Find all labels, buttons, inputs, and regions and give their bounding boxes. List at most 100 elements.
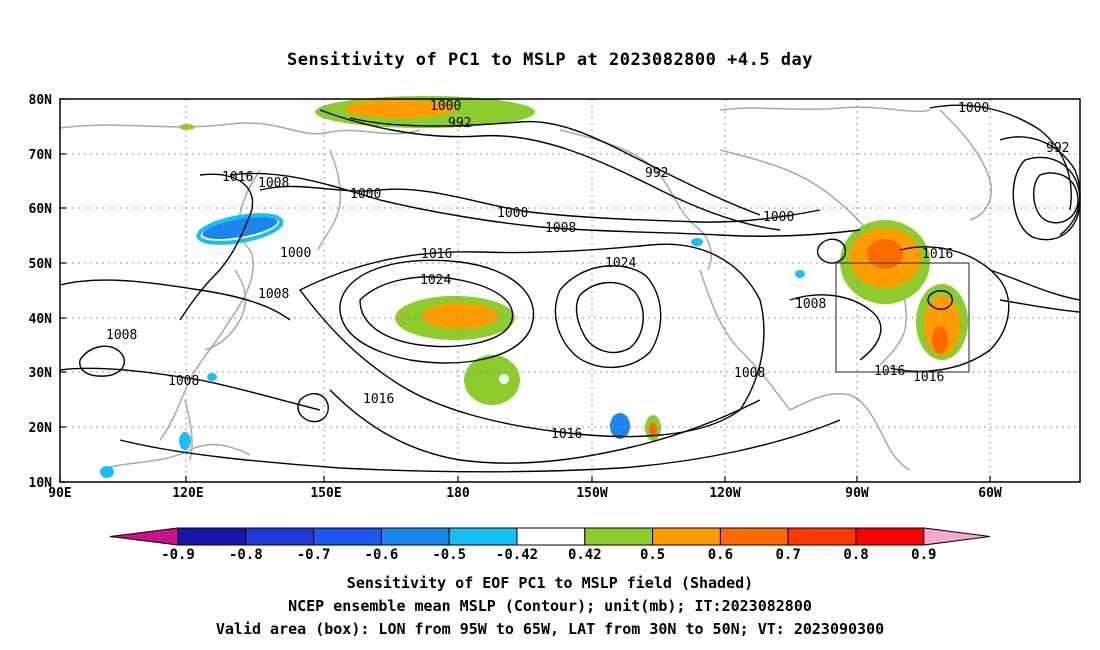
lon-label: 150W — [576, 486, 607, 501]
lat-label: 70N — [29, 148, 53, 163]
colorbar-swatch — [787, 527, 857, 546]
colorbar-swatches — [109, 527, 991, 546]
lat-label: 10N — [29, 476, 53, 491]
contour-1016-atl — [889, 246, 1010, 373]
contour-labels: 1000 992 1016 1008 1000 992 1000 1008 10… — [106, 99, 1069, 442]
contour-label: 1016 — [874, 364, 905, 379]
lon-label: 90E — [48, 486, 71, 501]
colorbar-tick-label: 0.9 — [911, 547, 936, 563]
plot-background — [60, 99, 1080, 482]
coast-siberia — [59, 122, 421, 135]
colorbar-swatch — [245, 527, 315, 546]
contour-label: 1016 — [363, 392, 394, 407]
colorbar-end-low — [109, 527, 179, 546]
shade-cyan-alaska — [691, 238, 703, 246]
shade-green-subtropic — [464, 355, 520, 405]
colorbar-tick-label: 0.5 — [640, 547, 665, 563]
sensitivity-shading — [100, 96, 968, 478]
contour-1024-left — [359, 276, 514, 348]
contour-1016-main — [298, 243, 765, 438]
contour-label: 1016 — [922, 247, 953, 262]
contour-1008-atl — [789, 294, 882, 361]
lat-label: 60N — [29, 202, 53, 217]
contour-label: 1000 — [350, 187, 381, 202]
contour-1016-south — [329, 389, 761, 464]
colorbar-ticks: -0.9 -0.8 -0.7 -0.6 -0.5 -0.42 0.42 0.5 0.6 0.7 0.… — [161, 547, 936, 563]
colorbar-tick-label: -0.7 — [297, 547, 331, 563]
lon-label: 150E — [310, 486, 341, 501]
colorbar: -0.9 -0.8 -0.7 -0.6 -0.5 -0.42 0.42 0.5 0.6 0.7 0.… — [109, 527, 991, 563]
contour-label: 1008 — [168, 374, 199, 389]
coast-gulf — [789, 392, 911, 471]
contour-1008-west — [59, 279, 291, 321]
coast-indonesia — [99, 443, 251, 471]
contour-label: 1016 — [551, 427, 582, 442]
contour-low-2 — [1012, 156, 1081, 241]
colorbar-swatch — [177, 527, 247, 546]
contour-label: 1000 — [497, 206, 528, 221]
shade-cyan-sea — [207, 373, 217, 381]
mslp-contours — [59, 104, 1081, 473]
contour-label: 1016 — [222, 170, 253, 185]
latitude-axis: 80N 70N 60N 50N 40N 30N 20N 10N — [29, 93, 53, 491]
colorbar-swatch — [584, 527, 654, 546]
contour-label: 992 — [1046, 141, 1069, 156]
shade-orange-pacific — [422, 303, 498, 329]
shade-cyan-philippines — [179, 432, 191, 450]
shade-blue-hawaii — [610, 413, 630, 439]
valid-area-box — [835, 262, 970, 373]
colorbar-swatch — [855, 527, 925, 546]
shade-blue-okhotsk — [202, 216, 278, 240]
colorbar-tick-label: -0.6 — [365, 547, 399, 563]
contour-label: 1008 — [734, 366, 765, 381]
coast-japan — [204, 269, 247, 351]
contour-label: 1008 — [258, 287, 289, 302]
colorbar-swatch — [719, 527, 789, 546]
contour-label: 1024 — [605, 256, 636, 271]
lon-label: 120E — [172, 486, 203, 501]
coast-arctic-isles — [719, 106, 931, 113]
colorbar-tick-label: -0.8 — [229, 547, 263, 563]
contour-1008-sw — [59, 367, 321, 411]
axis-ticks — [59, 98, 991, 483]
contour-1008-south — [119, 419, 841, 473]
contour-label: 992 — [448, 116, 471, 131]
caption-valid-area: Valid area (box): LON from 95W to 65W, L… — [215, 620, 885, 638]
contour-label: 1000 — [430, 99, 461, 114]
shade-cyan-okhotsk — [196, 213, 284, 245]
shade-orange-arctic — [345, 100, 455, 118]
colorbar-tick-label: 0.7 — [776, 547, 801, 563]
map-title: Sensitivity of PC1 to MSLP at 2023082800… — [286, 50, 813, 70]
caption-contour: NCEP ensemble mean MSLP (Contour); unit(… — [288, 597, 812, 615]
contour-1020-left — [339, 259, 535, 364]
shade-green-small — [179, 124, 195, 130]
contour-label: 1008 — [545, 221, 576, 236]
contour-1016-east — [989, 269, 1081, 301]
contour-low-1 — [1033, 172, 1079, 224]
contour-1028-right — [575, 281, 644, 353]
contour-label: 1016 — [421, 247, 452, 262]
shade-red-na-north — [867, 239, 903, 269]
lat-label: 50N — [29, 257, 53, 272]
shade-hole-subtropic — [499, 374, 509, 384]
colorbar-swatch — [516, 527, 586, 546]
contour-label: 1000 — [958, 101, 989, 116]
contour-1000-arctic — [319, 109, 781, 231]
contour-992-arctic — [349, 117, 761, 216]
coast-na-west — [699, 269, 791, 411]
caption-shaded: Sensitivity of EOF PC1 to MSLP field (Sh… — [346, 574, 754, 592]
contour-loop-b — [297, 393, 329, 423]
longitude-axis: 90E 120E 150E 180 150W 120W 90W 60W — [48, 486, 1002, 501]
contour-label: 1008 — [258, 176, 289, 191]
colorbar-tick-label: -0.5 — [432, 547, 466, 563]
contour-1016-west — [179, 173, 254, 321]
coast-kamchatka — [317, 149, 342, 251]
plot-area: 1000 992 1016 1008 1000 992 1000 1008 10… — [59, 96, 1081, 483]
colorbar-tick-label: -0.42 — [496, 547, 538, 563]
contour-label: 1016 — [913, 370, 944, 385]
colorbar-swatch — [448, 527, 518, 546]
colorbar-tick-label: 0.42 — [568, 547, 602, 563]
contour-1008-mid — [229, 172, 861, 237]
shade-red-na-east — [932, 326, 948, 354]
